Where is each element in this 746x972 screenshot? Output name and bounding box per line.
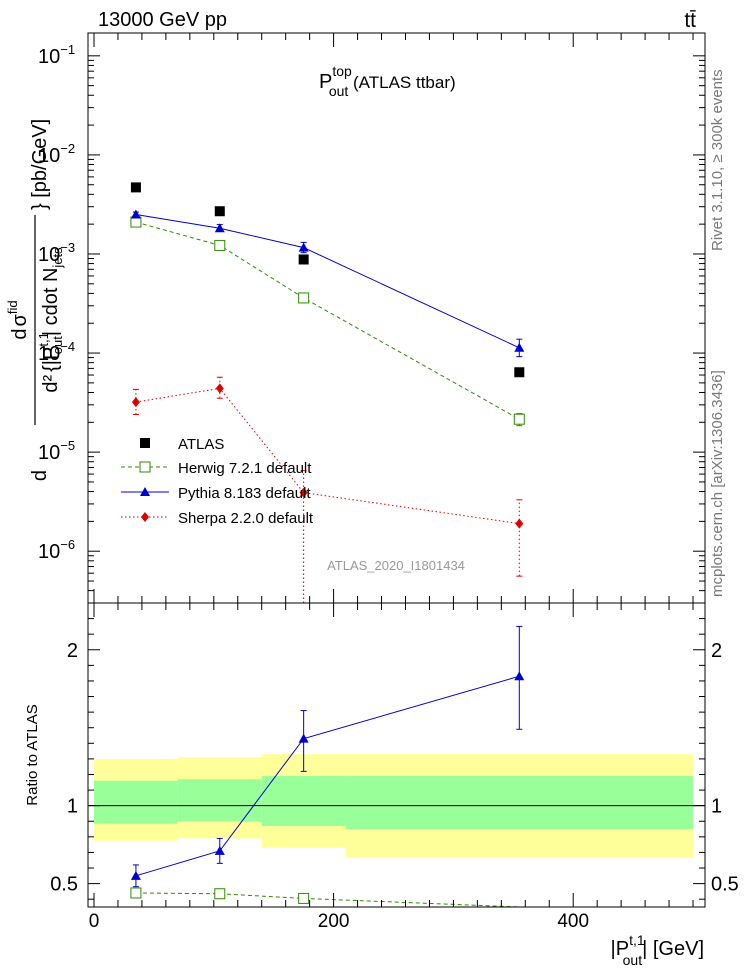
main-series-layer bbox=[130, 182, 525, 604]
legend-entry-herwig: Herwig 7.2.1 default bbox=[121, 460, 312, 477]
ratio-y-tick-label-right: 0.5 bbox=[711, 874, 739, 896]
pythia-ratio-point bbox=[514, 671, 525, 681]
sherpa-point bbox=[215, 383, 224, 394]
herwig-point bbox=[130, 216, 142, 228]
atlas-data-point bbox=[298, 254, 309, 265]
rivet-version-label: Rivet 3.1.10, ≥ 300k events bbox=[709, 69, 726, 251]
herwig-line bbox=[135, 221, 520, 420]
ratio-y-axis-label: Ratio to ATLAS bbox=[24, 704, 41, 805]
mcplots-reference-label: mcplots.cern.ch [arXiv:1306.3436] bbox=[709, 370, 726, 597]
ratio-y-tick-labels: 0.5 0.5 1 1 2 2 bbox=[50, 640, 739, 896]
main-panel: 10−6 10−5 10−4 10−3 10−2 10−1 Ptop out (ATLAS … bbox=[5, 32, 706, 604]
header-energy: 13000 GeV pp bbox=[98, 9, 227, 31]
ratio-band-green bbox=[177, 779, 262, 822]
legend-entry-atlas: ATLAS bbox=[140, 436, 224, 453]
legend-pythia-marker bbox=[140, 487, 150, 496]
legend-atlas-marker bbox=[140, 438, 150, 448]
pythia-ratio-point bbox=[298, 733, 309, 743]
y-label-numerator: dσfid bbox=[5, 300, 31, 339]
x-tick-labels: 0 200 400 bbox=[89, 911, 589, 932]
herwig-ratio-line bbox=[135, 892, 520, 908]
ratio-y-tick-label-right: 2 bbox=[711, 640, 722, 662]
pythia-point bbox=[130, 209, 141, 219]
ratio-axis-ticks bbox=[88, 603, 705, 907]
pythia-point bbox=[214, 223, 225, 233]
ratio-band-green bbox=[345, 776, 694, 830]
legend-herwig-marker bbox=[139, 461, 151, 473]
ratio-band-green bbox=[93, 780, 178, 824]
legend-entry-sherpa: Sherpa 2.2.0 default bbox=[121, 510, 314, 527]
herwig-point bbox=[214, 239, 226, 251]
ratio-uncertainty-bands bbox=[88, 754, 705, 858]
legend: ATLAS Herwig 7.2.1 default Pythia 8.183 … bbox=[121, 436, 314, 527]
atlas-data-point bbox=[130, 182, 141, 193]
legend-entry-pythia: Pythia 8.183 default bbox=[121, 485, 311, 502]
pythia-ratio-point bbox=[214, 845, 225, 855]
legend-sherpa-label: Sherpa 2.2.0 default bbox=[178, 510, 314, 527]
sherpa-point bbox=[131, 397, 140, 408]
pythia-point bbox=[514, 342, 525, 352]
herwig-point bbox=[513, 413, 525, 425]
atlas-data-point bbox=[214, 206, 225, 217]
herwig-ratio-point bbox=[130, 887, 142, 899]
sherpa-line bbox=[135, 387, 520, 525]
x-axis-label: |Pt,1 out| [GeV] bbox=[611, 932, 704, 968]
herwig-ratio-point bbox=[298, 892, 310, 904]
x-tick-label: 0 bbox=[89, 911, 100, 932]
ratio-y-tick-label-right: 1 bbox=[711, 796, 722, 818]
ratio-series-layer bbox=[130, 625, 525, 908]
legend-pythia-label: Pythia 8.183 default bbox=[178, 485, 311, 502]
main-y-tick-label: 10−5 bbox=[38, 438, 75, 464]
header-process: tt̄ bbox=[684, 9, 696, 32]
ratio-frame bbox=[87, 602, 706, 908]
pythia-ratio-point bbox=[130, 870, 141, 880]
sherpa-point bbox=[299, 487, 308, 498]
ratio-y-tick-label-left: 1 bbox=[67, 796, 78, 818]
pythia-ratio-line bbox=[135, 675, 520, 877]
legend-herwig-label: Herwig 7.2.1 default bbox=[178, 460, 312, 477]
herwig-point bbox=[298, 292, 310, 304]
x-tick-label: 200 bbox=[318, 911, 350, 932]
y-axis-label: dσfid d²{|Pt,1out| cdot Njets d } [pb/Ge… bbox=[5, 119, 65, 481]
ratio-y-tick-label-left: 0.5 bbox=[50, 874, 78, 896]
main-axis-ticks bbox=[88, 33, 705, 604]
atlas-data-point bbox=[514, 367, 525, 378]
y-label-prefix: d bbox=[29, 470, 51, 481]
legend-atlas-label: ATLAS bbox=[178, 436, 224, 453]
analysis-id-label: ATLAS_2020_I1801434 bbox=[327, 558, 465, 573]
ratio-band-green bbox=[261, 776, 346, 826]
main-y-tick-label: 10−2 bbox=[38, 141, 75, 167]
herwig-ratio-point bbox=[214, 888, 226, 900]
main-y-tick-labels: 10−6 10−5 10−4 10−3 10−2 10−1 bbox=[38, 42, 75, 563]
legend-sherpa-marker bbox=[141, 512, 149, 522]
main-y-tick-label: 10−3 bbox=[38, 240, 75, 266]
pythia-line bbox=[135, 214, 520, 349]
x-tick-label: 400 bbox=[557, 911, 589, 932]
y-label-units: } [pb/GeV] bbox=[29, 119, 51, 210]
main-y-tick-label: 10−4 bbox=[38, 339, 75, 365]
sherpa-point bbox=[515, 518, 524, 529]
y-label-denominator: d²{|Pt,1out| cdot Njets bbox=[36, 247, 65, 393]
main-y-tick-label: 10−6 bbox=[38, 537, 75, 563]
ratio-y-tick-label-left: 2 bbox=[67, 640, 78, 662]
main-y-tick-label: 10−1 bbox=[38, 42, 75, 68]
plot-title: Ptop out (ATLAS ttbar) bbox=[319, 63, 456, 99]
pythia-point bbox=[298, 242, 309, 252]
ratio-panel: 0.5 0.5 1 1 2 2 0 200 400 Ratio to ATLAS |Pt,1 o… bbox=[24, 602, 739, 968]
